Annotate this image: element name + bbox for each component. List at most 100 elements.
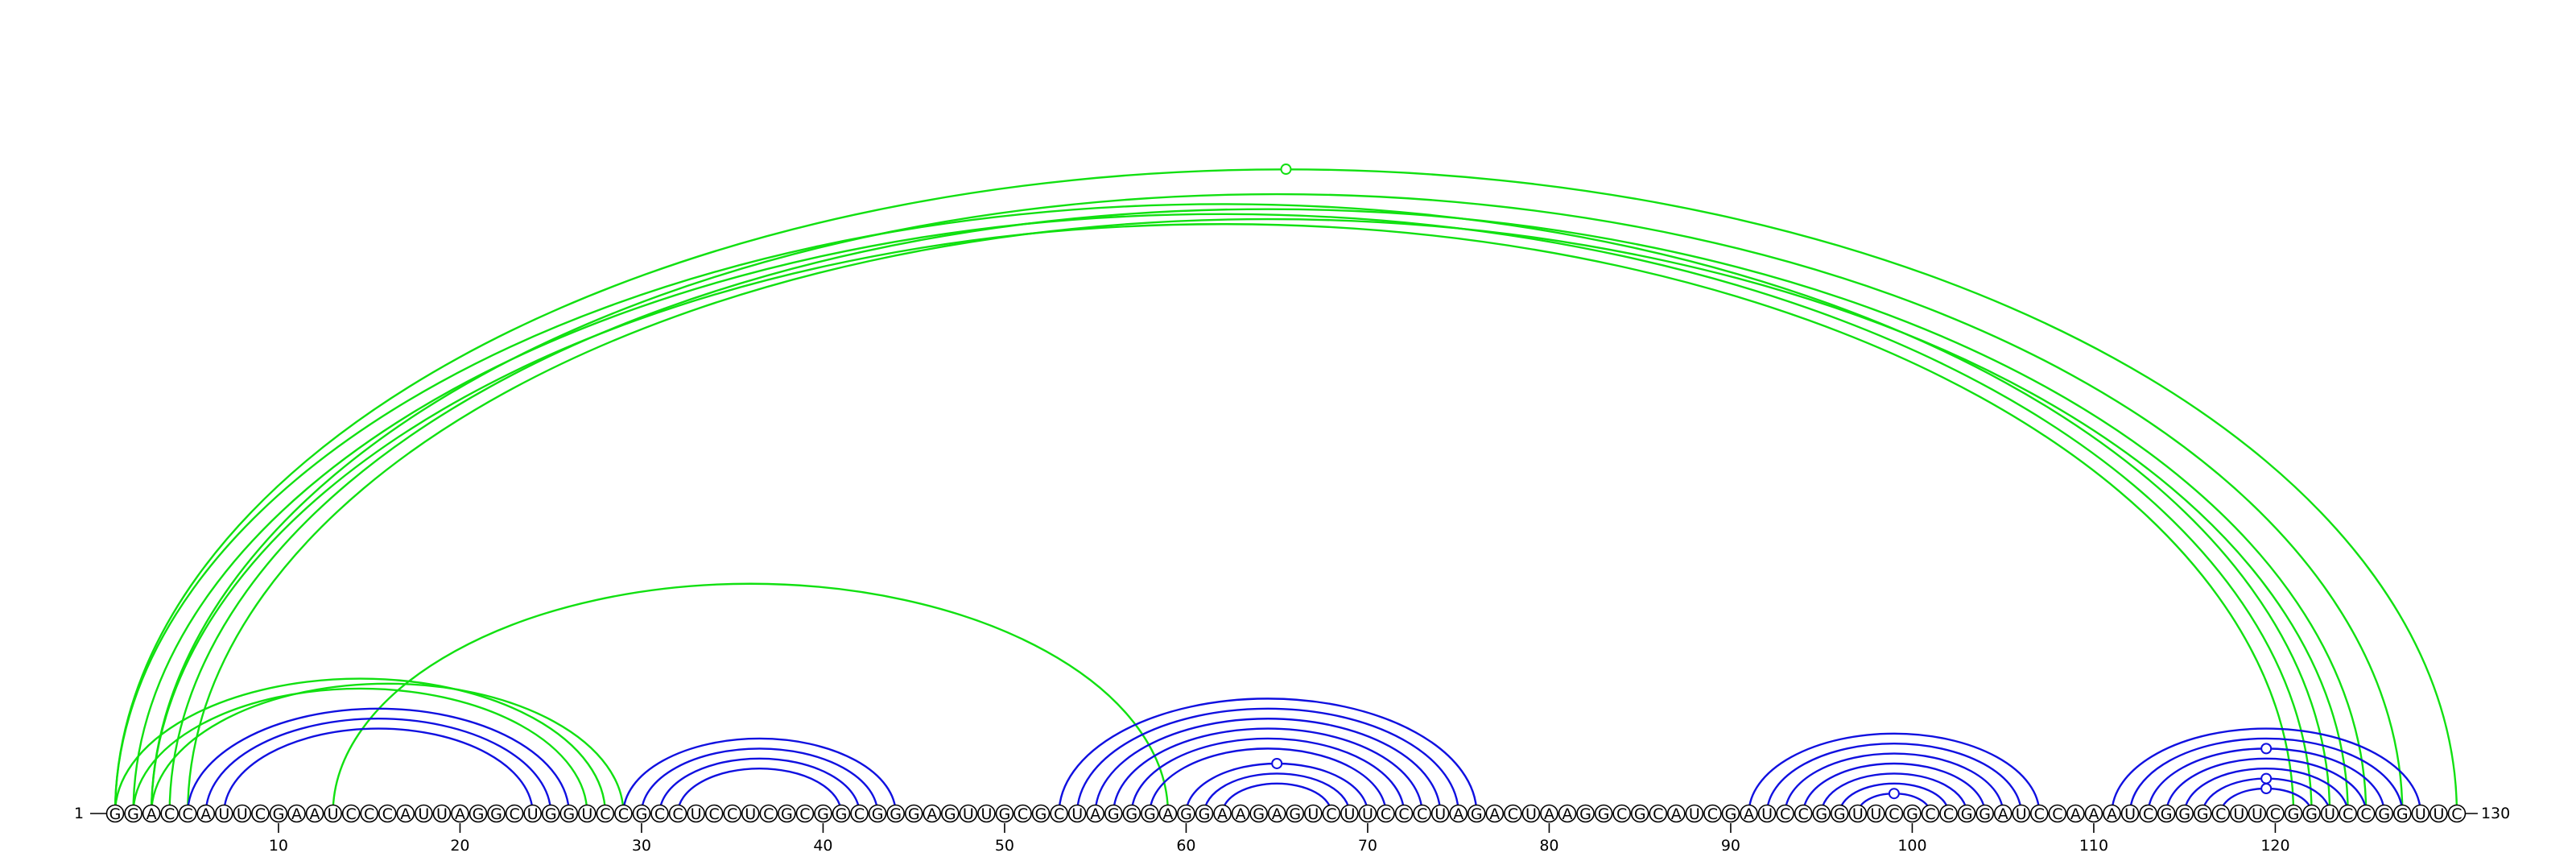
nucleotide-96: G [1830, 804, 1849, 823]
nucleotide-9: C [251, 804, 270, 823]
nucleotide-letter: C [1707, 805, 1718, 823]
nucleotide-23: C [505, 804, 524, 823]
nucleotide-letter: U [1761, 805, 1773, 823]
nucleotide-letter: C [382, 805, 393, 823]
nucleotide-circle [1921, 804, 1940, 823]
nucleotide-circle [1667, 804, 1686, 823]
arc-helix-96-102 [1839, 782, 1950, 814]
nucleotide-95: G [1812, 804, 1831, 823]
nucleotide-letter: U [963, 805, 974, 823]
tick-label-10: 10 [269, 837, 288, 855]
nucleotide-letter: G [1834, 805, 1846, 823]
tick-label-110: 110 [2079, 837, 2108, 855]
nucleotide-circle [2103, 804, 2121, 823]
nucleotide-83: G [1594, 804, 1613, 823]
nucleotide-letter: G [2288, 805, 2300, 823]
nucleotide-40: G [814, 804, 832, 823]
nucleotide-circle [723, 804, 742, 823]
nucleotide-letter: G [999, 805, 1011, 823]
nucleotide-circle [1158, 804, 1178, 823]
nucleotide-circle [1993, 804, 2013, 823]
nucleotide-115: G [2175, 804, 2194, 823]
nucleotide-letter: C [1925, 805, 1935, 823]
nucleotide-85: G [1630, 804, 1649, 823]
arc-marker-97-101 [1888, 788, 1900, 800]
nucleotide-letter: U [1525, 805, 1537, 823]
nucleotide-32: C [668, 804, 687, 823]
nucleotide-circle [1812, 804, 1831, 823]
nucleotide-letter: A [1544, 805, 1554, 823]
nucleotide-130: C [2447, 804, 2467, 823]
nucleotide-circle [2339, 804, 2357, 823]
nucleotide-circle [1885, 804, 1904, 823]
nucleotide-27: U [577, 804, 597, 823]
nucleotide-71: C [1377, 804, 1395, 823]
base-pair-arcs [114, 168, 2458, 814]
nucleotide-letter: C [346, 805, 357, 823]
arc-helix-55-74 [1094, 717, 1442, 814]
nucleotide-circle [778, 804, 796, 823]
nucleotide-circle [469, 804, 488, 823]
nucleotide-73: C [1413, 804, 1431, 823]
nucleotide-102: C [1939, 804, 1958, 823]
nucleotide-circle [1122, 804, 1141, 823]
nucleotide-circle [923, 804, 942, 823]
nucleotide-circle [759, 804, 778, 823]
nucleotide-81: A [1558, 804, 1577, 823]
nucleotide-circle [2157, 804, 2176, 823]
nucleotide-letter: G [490, 805, 502, 823]
nucleotide-letter: G [563, 805, 575, 823]
nucleotide-letter: C [2343, 805, 2353, 823]
arc-marker-1-130 [1280, 164, 1292, 176]
nucleotide-circle [1286, 804, 1305, 823]
nucleotide-letter: C [164, 805, 175, 823]
nucleotide-circle [814, 804, 832, 823]
nucleotide-letter: C [1326, 805, 1336, 823]
nucleotide-59: A [1158, 804, 1178, 823]
nucleotide-letter: C [1018, 805, 1028, 823]
nucleotide-4: C [160, 804, 179, 823]
nucleotide-circle [977, 804, 996, 823]
nucleotide-circle [1630, 804, 1649, 823]
nucleotide-76: G [1467, 804, 1486, 823]
nucleotide-126: G [2375, 804, 2394, 823]
arc-marker-113-126 [2260, 743, 2273, 755]
tick-label-120: 120 [2260, 837, 2289, 855]
nucleotide-114: G [2157, 804, 2176, 823]
nucleotide-letter: C [600, 805, 610, 823]
nucleotide-letter: G [1180, 805, 1192, 823]
nucleotide-33: U [687, 804, 705, 823]
nucleotide-letter: U [2124, 805, 2136, 823]
nucleotide-letter: G [127, 805, 139, 823]
nucleotide-letter: U [1852, 805, 1864, 823]
nucleotide-circle [1086, 804, 1104, 823]
nucleotide-61: G [1195, 804, 1214, 823]
nucleotide-circle [1413, 804, 1431, 823]
nucleotide-circle [1267, 804, 1286, 823]
nucleotide-letter: A [147, 805, 157, 823]
nucleotide-circle [1394, 804, 1414, 823]
nucleotide-letter: U [2252, 805, 2263, 823]
arc-helix-29-44 [622, 737, 897, 814]
nucleotide-letter: G [1598, 805, 1610, 823]
nucleotide-109: A [2066, 804, 2085, 823]
nucleotide-letter: G [1906, 805, 1918, 823]
nucleotide-circle [1521, 804, 1541, 823]
nucleotide-circle [1740, 804, 1758, 823]
nucleotide-1: G [105, 804, 125, 823]
nucleotide-letter: A [1489, 805, 1500, 823]
nucleotide-circle [2120, 804, 2140, 823]
nucleotide-circle [305, 804, 324, 823]
nucleotide-circle [2084, 804, 2103, 823]
nucleotide-121: G [2284, 804, 2303, 823]
nucleotide-letter: C [763, 805, 774, 823]
nucleotide-circle [1322, 804, 1341, 823]
nucleotide-letter: C [364, 805, 374, 823]
nucleotide-79: U [1521, 804, 1541, 823]
nucleotide-letter: A [2107, 805, 2117, 823]
tick-label-90: 90 [1721, 837, 1740, 855]
nucleotide-circle [1177, 804, 1195, 823]
nucleotide-51: C [1013, 804, 1032, 823]
nucleotide-22: G [487, 804, 506, 823]
nucleotide-circle [904, 804, 923, 823]
